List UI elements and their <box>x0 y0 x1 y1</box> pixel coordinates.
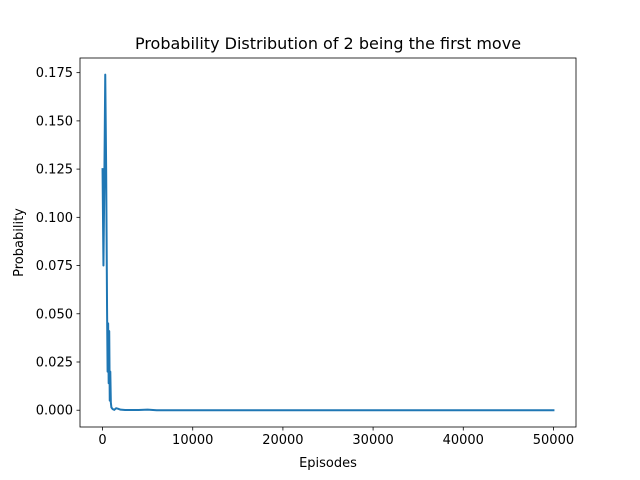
chart-title: Probability Distribution of 2 being the … <box>135 34 521 53</box>
y-tick-label: 0.150 <box>36 114 73 129</box>
y-axis-title: Probability <box>12 208 27 277</box>
x-tick-label: 30000 <box>352 433 393 448</box>
x-tick-label: 10000 <box>172 433 213 448</box>
series-layer <box>101 73 555 412</box>
y-tick-label: 0.000 <box>36 404 73 419</box>
series-line-0 <box>101 73 555 412</box>
plot-frame <box>79 57 577 428</box>
x-tick-label: 40000 <box>443 433 484 448</box>
x-tick-label: 50000 <box>533 433 574 448</box>
x-tick-label: 20000 <box>262 433 303 448</box>
y-tick-label: 0.125 <box>36 163 73 178</box>
y-tick-label: 0.025 <box>36 355 73 370</box>
x-tick-label: 0 <box>98 433 106 448</box>
y-tick-label: 0.075 <box>36 259 73 274</box>
ticks-layer: 0 10000 20000 30000 40000 50000 0.000 0.025 0.05… <box>36 66 574 448</box>
x-axis-title: Episodes <box>299 456 357 471</box>
y-tick-label: 0.050 <box>36 307 73 322</box>
y-tick-label: 0.100 <box>36 211 73 226</box>
plot-area <box>80 58 576 427</box>
y-tick-label: 0.175 <box>36 66 73 81</box>
